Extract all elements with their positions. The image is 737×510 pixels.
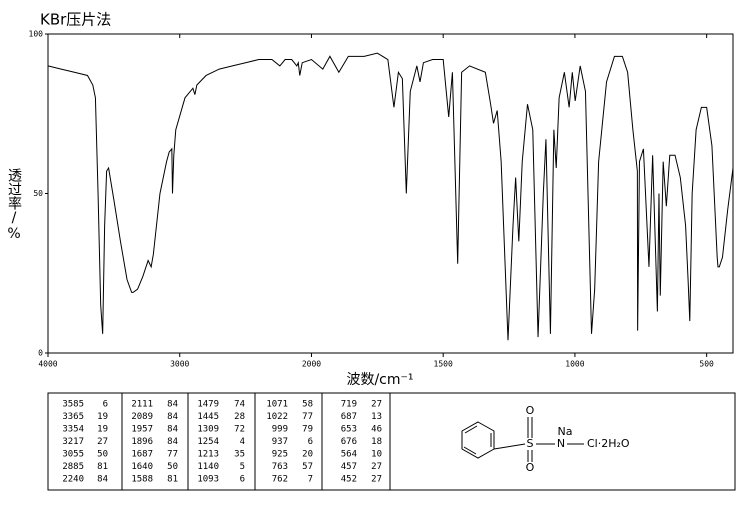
table-cell: 1957 — [131, 425, 153, 435]
table-cell: 687 — [341, 412, 357, 422]
table-cell: 84 — [167, 437, 178, 447]
table-cell: 74 — [234, 400, 245, 410]
table-cell: 4 — [240, 437, 245, 447]
table-cell: 77 — [167, 450, 178, 460]
x-axis-label: 波数/cm⁻¹ — [346, 372, 413, 388]
table-cell: 1445 — [197, 412, 219, 422]
peak-table — [47, 392, 736, 491]
table-cell: 27 — [371, 400, 382, 410]
x-tick-label: 3000 — [170, 360, 189, 369]
table-cell: 457 — [341, 462, 357, 472]
table-cell: 20 — [302, 450, 313, 460]
table-cell: 937 — [272, 437, 288, 447]
table-cell: 564 — [341, 450, 357, 460]
table-cell: 1588 — [131, 475, 153, 485]
table-cell: 58 — [302, 400, 313, 410]
table-cell: 27 — [371, 475, 382, 485]
table-cell: 6 — [308, 437, 313, 447]
table-cell: 653 — [341, 425, 357, 435]
table-cell: 81 — [97, 462, 108, 472]
y-tick-label: 0 — [38, 349, 43, 358]
table-cell: 28 — [234, 412, 245, 422]
table-cell: 72 — [234, 425, 245, 435]
table-cell: 719 — [341, 400, 357, 410]
table-cell: 999 — [272, 425, 288, 435]
x-tick-label: 4000 — [38, 360, 57, 369]
table-cell: 2885 — [62, 462, 84, 472]
table-cell: 19 — [97, 412, 108, 422]
x-tick-label: 500 — [699, 360, 714, 369]
table-cell: 77 — [302, 412, 313, 422]
table-cell: 57 — [302, 462, 313, 472]
table-cell: 6 — [240, 475, 245, 485]
table-cell: 1022 — [266, 412, 288, 422]
atom-label: S — [527, 437, 534, 450]
table-cell: 84 — [97, 475, 108, 485]
table-cell: 84 — [167, 400, 178, 410]
x-tick-label: 1500 — [434, 360, 453, 369]
table-cell: 3217 — [62, 437, 84, 447]
table-cell: 1687 — [131, 450, 153, 460]
table-cell: 3055 — [62, 450, 84, 460]
table-cell: 1213 — [197, 450, 219, 460]
table-frame — [47, 392, 736, 491]
table-cell: 35 — [234, 450, 245, 460]
table-cell: 27 — [371, 462, 382, 472]
double-bond — [463, 446, 477, 455]
table-cell: 79 — [302, 425, 313, 435]
table-cell: 2089 — [131, 412, 153, 422]
chart-title: KBr压片法 — [40, 11, 111, 29]
table-cell: 763 — [272, 462, 288, 472]
table-cell: 50 — [167, 462, 178, 472]
atom-label: O — [526, 404, 535, 417]
table-cell: 5 — [240, 462, 245, 472]
table-cell: 13 — [371, 412, 382, 422]
y-tick-label: 100 — [29, 30, 44, 39]
structure — [461, 417, 584, 462]
table-cell: 2240 — [62, 475, 84, 485]
benzene-ring — [461, 421, 495, 459]
table-cell: 3365 — [62, 412, 84, 422]
table-cell: 925 — [272, 450, 288, 460]
table-cell: 10 — [371, 450, 382, 460]
table-cell: 2111 — [131, 400, 153, 410]
table-cell: 84 — [167, 425, 178, 435]
table-cell: 676 — [341, 437, 357, 447]
table-cell: 452 — [341, 475, 357, 485]
table-cell: 3585 — [62, 400, 84, 410]
table-cell: 762 — [272, 475, 288, 485]
table-cell: 46 — [371, 425, 382, 435]
bond — [493, 443, 526, 450]
table-cell: 1071 — [266, 400, 288, 410]
table-cell: 50 — [97, 450, 108, 460]
y-tick-label: 50 — [33, 189, 43, 198]
atom-label: O — [526, 461, 535, 474]
x-tick-label: 2000 — [302, 360, 321, 369]
spectrum-line — [47, 52, 734, 341]
atom-label: Cl·2H₂O — [587, 437, 630, 450]
table-cell: 27 — [97, 437, 108, 447]
table-cell: 1309 — [197, 425, 219, 435]
double-bond — [464, 425, 478, 434]
table-cell: 81 — [167, 475, 178, 485]
x-tick-label: 1000 — [565, 360, 584, 369]
y-axis-label: 透过率/% — [6, 168, 22, 242]
table-cell: 1640 — [131, 462, 153, 472]
atom-label: Na — [558, 425, 573, 438]
table-cell: 1093 — [197, 475, 219, 485]
table-cell: 3354 — [62, 425, 84, 435]
table-cell: 1479 — [197, 400, 219, 410]
table-cell: 84 — [167, 412, 178, 422]
table-cell: 7 — [308, 475, 313, 485]
table-cell: 1896 — [131, 437, 153, 447]
atom-label: N — [557, 437, 565, 450]
table-cell: 1140 — [197, 462, 219, 472]
table-cell: 1254 — [197, 437, 219, 447]
table-cell: 19 — [97, 425, 108, 435]
table-cell: 6 — [103, 400, 108, 410]
table-cell: 18 — [371, 437, 382, 447]
